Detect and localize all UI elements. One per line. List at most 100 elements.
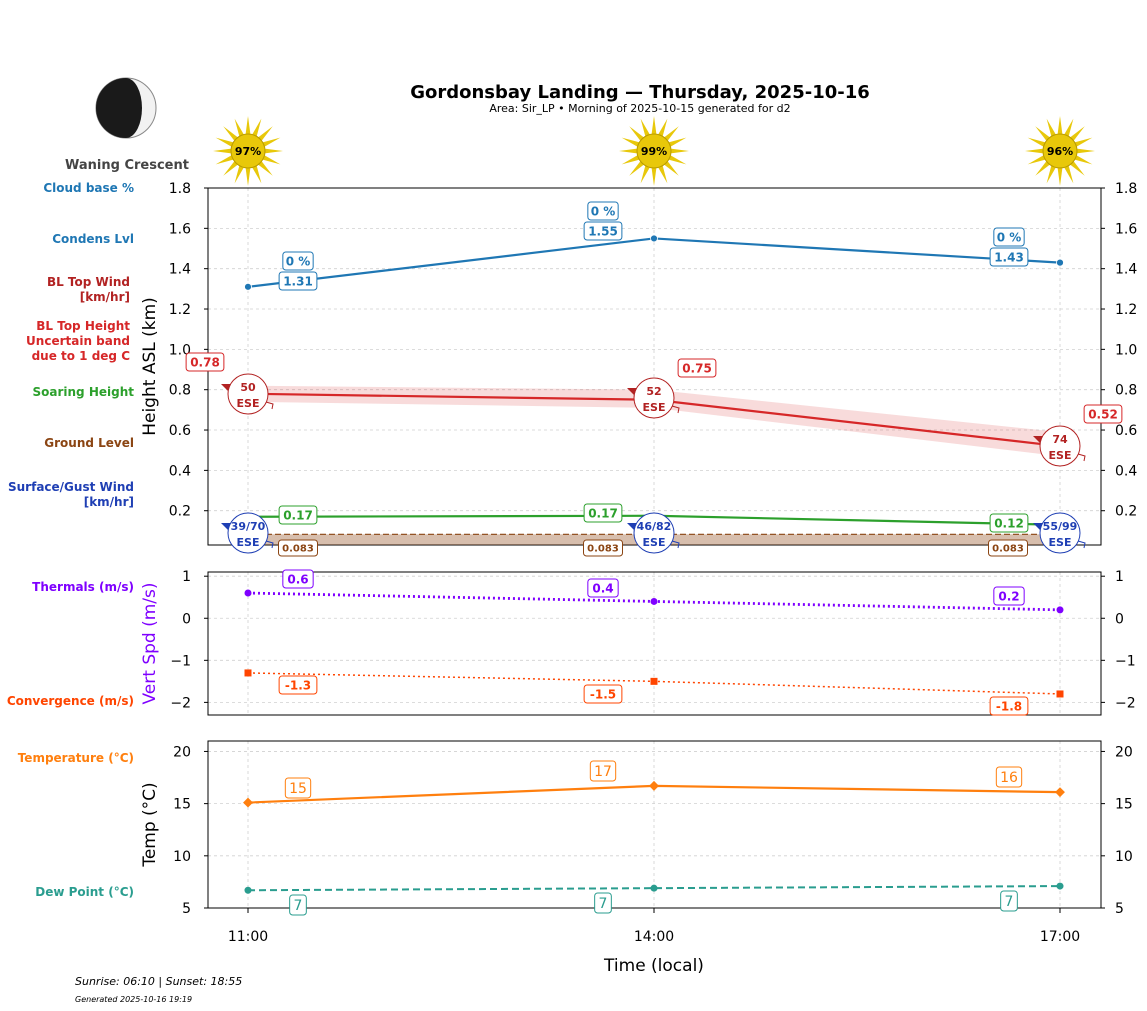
sun-ray (663, 160, 679, 176)
bl-top-wind-circle (1039, 425, 1081, 467)
sunrise-sunset: Sunrise: 06:10 | Sunset: 18:55 (75, 975, 243, 988)
chart-subtitle: Area: Sir_LP • Morning of 2025-10-15 gen… (489, 102, 791, 115)
label-cloud-base: Cloud base % (43, 181, 134, 195)
temperature-label-box (284, 777, 312, 799)
thermals-label: 0.4 (592, 581, 613, 595)
condens-level-label-box (278, 271, 318, 291)
dew-point-label: 7 (1005, 894, 1014, 910)
surface-wind-barb-icon (265, 540, 274, 549)
sun-ray (1073, 154, 1093, 165)
surface-wind-circle (633, 512, 675, 554)
sun-ray (1046, 164, 1057, 184)
bl-top-wind-arrow-icon (627, 388, 637, 395)
sun-ray (215, 154, 235, 165)
height-panel-ylabel: Height ASL (km) (140, 297, 160, 436)
sun-ray (1063, 118, 1074, 138)
vert-speed-panel-ytick-right: 0 (1115, 611, 1124, 627)
temperature-point (243, 797, 253, 808)
label-ground-level: Ground Level (44, 436, 134, 450)
label-bl-top-wind: BL Top Wind [km/hr] (46, 275, 130, 304)
surface-wind-arrow-icon (627, 523, 637, 530)
moon-phase-icon (95, 77, 157, 139)
dew-point-point (1056, 882, 1064, 890)
sun-ray (651, 166, 657, 186)
bl-top-height-label-box (1083, 404, 1123, 424)
vert-speed-panel-ytick-right: −1 (1115, 653, 1136, 669)
vert-speed-panel-ytick-left: 1 (182, 569, 191, 585)
sun-ray (234, 118, 245, 138)
dew-point-label: 7 (599, 896, 608, 912)
ground-level-label-box (583, 539, 623, 557)
sun-icon (619, 116, 689, 186)
height-panel-ytick-right: 0.6 (1115, 423, 1137, 439)
thermals-point (1056, 606, 1064, 614)
sun-ray (251, 164, 262, 184)
sun-ray (1069, 126, 1085, 142)
surface-wind-direction: ESE (237, 536, 260, 549)
bl-top-wind-barb-icon (265, 401, 274, 410)
bl-top-wind-arrow-icon (1033, 436, 1043, 443)
sun-ray (223, 160, 239, 176)
temp-panel-ytick-right: 10 (1115, 849, 1133, 865)
height-panel-ytick-right: 1.6 (1115, 221, 1137, 237)
height-panel-ytick-left: 0.4 (169, 463, 191, 479)
height-panel-ytick-right: 1.4 (1115, 262, 1137, 278)
cloud-base-label: 0 % (591, 204, 616, 218)
ground-level-label: 0.083 (992, 544, 1024, 555)
sun-ray (1057, 116, 1063, 136)
bl-top-wind-direction: ESE (237, 397, 260, 410)
height-panel-ytick-left: 1.2 (169, 302, 191, 318)
chart-title: Gordonsbay Landing — Thursday, 2025-10-1… (410, 82, 870, 103)
vert-speed-panel-ytick-left: −2 (170, 695, 191, 711)
sun-ray (1027, 137, 1047, 148)
height-panel-ytick-left: 0.2 (169, 504, 191, 520)
temp-panel-ytick-right: 5 (1115, 901, 1124, 917)
surface-wind-speed: 55/99 (1043, 520, 1078, 533)
cloud-base-label-box (993, 227, 1025, 247)
bl-top-wind-barb-icon (1077, 453, 1086, 462)
soaring-height-label-box (989, 513, 1029, 533)
sun-ray (1035, 126, 1051, 142)
height-panel-ytick-left: 1.6 (169, 221, 191, 237)
soaring-height-label: 0.17 (283, 508, 313, 522)
condens-level-point (650, 234, 658, 243)
temperature-label: 15 (289, 781, 307, 797)
x-tick-label: 11:00 (228, 929, 268, 945)
sun-ray (263, 148, 283, 154)
bl-top-wind-arrow-icon (221, 384, 231, 391)
convergence-label: -1.8 (996, 699, 1022, 713)
convergence-point (1056, 690, 1064, 698)
sun-ray (640, 164, 651, 184)
height-panel-ytick-right: 0.2 (1115, 504, 1137, 520)
x-tick-label: 17:00 (1040, 929, 1080, 945)
label-convergence: Convergence (m/s) (6, 694, 134, 708)
bl-top-height-label: 0.75 (682, 361, 712, 375)
dew-point-label-box (594, 892, 612, 914)
sun-ray (657, 164, 668, 184)
ground-level-label: 0.083 (587, 544, 619, 555)
surface-wind-arrow-icon (1033, 523, 1043, 530)
surface-wind-circle (1039, 512, 1081, 554)
convergence-point (244, 669, 252, 677)
dew-point-label-box (289, 894, 307, 916)
bl-top-wind-direction: ESE (643, 401, 666, 414)
soaring-height-label: 0.17 (588, 506, 618, 520)
sun-ray (640, 118, 651, 138)
convergence-label-box (583, 684, 623, 704)
sun-ray (629, 126, 645, 142)
label-condens-lvl: Condens Lvl (52, 232, 134, 246)
bl-top-wind-circle (633, 377, 675, 419)
bl-top-wind-barb-icon (671, 405, 680, 414)
sun-ray (223, 126, 239, 142)
condens-level-label: 1.31 (283, 274, 313, 288)
height-panel-ytick-left: 1.8 (169, 181, 191, 197)
temperature-label: 17 (594, 764, 612, 780)
bl-top-wind-direction: ESE (1049, 449, 1072, 462)
sun-ray (257, 126, 273, 142)
temperature-label: 16 (1000, 770, 1018, 786)
temperature-label-box (995, 766, 1023, 788)
temp-panel-ytick-left: 5 (182, 901, 191, 917)
label-dew-point: Dew Point (°C) (35, 885, 134, 899)
condens-level-label-box (989, 247, 1029, 267)
